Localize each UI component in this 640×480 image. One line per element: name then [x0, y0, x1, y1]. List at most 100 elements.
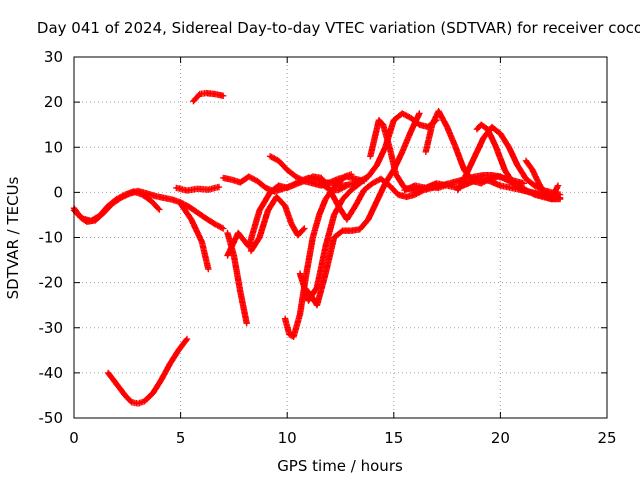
- data-point: [177, 349, 180, 352]
- data-point: [179, 202, 182, 205]
- data-point: [141, 193, 144, 196]
- data-point: [556, 184, 560, 187]
- data-point: [332, 213, 336, 217]
- data-point: [403, 188, 406, 192]
- series-pass-3: [104, 335, 191, 407]
- chart-title: Day 041 of 2024, Sidereal Day-to-day VTE…: [37, 19, 640, 37]
- data-point: [401, 150, 404, 153]
- data-point: [294, 175, 297, 178]
- plot-frame: [73, 56, 608, 419]
- data-point: [185, 337, 189, 341]
- data-point: [437, 186, 440, 190]
- data-point: [200, 240, 204, 244]
- data-point: [524, 159, 528, 162]
- data-point: [286, 168, 289, 172]
- data-point: [158, 208, 161, 211]
- data-point: [488, 179, 491, 183]
- data-point: [511, 182, 515, 185]
- data-point: [175, 186, 178, 190]
- data-point: [388, 146, 391, 149]
- data-point: [130, 401, 133, 404]
- series-pass-10: [247, 193, 308, 255]
- y-tick-label: 0: [53, 183, 63, 201]
- data-point: [445, 125, 449, 129]
- data-point: [294, 183, 297, 186]
- data-point: [303, 179, 306, 183]
- data-point: [315, 285, 319, 289]
- data-point: [475, 128, 479, 131]
- x-tick-label: 0: [69, 429, 79, 447]
- data-point: [230, 178, 233, 181]
- data-point: [507, 146, 511, 149]
- data-point: [239, 181, 242, 184]
- data-point: [311, 175, 314, 178]
- data-point: [286, 186, 289, 190]
- data-point: [543, 193, 547, 196]
- data-point: [445, 184, 449, 187]
- data-point: [396, 193, 400, 196]
- y-tick-label: -50: [39, 409, 64, 427]
- data-point: [337, 182, 340, 185]
- data-point: [298, 272, 302, 275]
- data-point: [328, 181, 332, 184]
- data-point: [499, 132, 502, 135]
- data-point: [162, 196, 165, 199]
- data-point: [388, 184, 391, 187]
- data-point: [185, 189, 189, 192]
- y-tick-label: -20: [39, 274, 64, 292]
- data-point: [123, 394, 127, 397]
- data-point: [307, 290, 310, 293]
- data-point: [499, 184, 502, 187]
- data-point: [275, 195, 278, 199]
- data-point: [358, 182, 361, 185]
- data-point: [198, 92, 201, 96]
- data-point: [324, 272, 327, 275]
- data-point: [317, 213, 321, 217]
- data-point: [258, 236, 261, 239]
- data-point: [373, 137, 376, 140]
- data-point: [473, 175, 477, 178]
- data-point: [371, 182, 374, 185]
- x-tick-label: 25: [597, 429, 616, 447]
- data-point: [247, 175, 251, 178]
- data-point: [537, 182, 540, 185]
- y-tick-label: 30: [44, 48, 63, 66]
- data-point: [480, 123, 483, 126]
- data-point: [337, 188, 340, 192]
- data-point: [375, 200, 378, 203]
- y-tick-label: -40: [39, 364, 64, 382]
- data-point: [456, 186, 459, 190]
- data-point: [394, 173, 398, 176]
- data-point: [256, 179, 259, 183]
- series-pass-13: [296, 110, 440, 304]
- data-point: [337, 204, 340, 208]
- data-point: [298, 313, 302, 316]
- data-point: [413, 184, 417, 187]
- data-point: [375, 164, 378, 167]
- data-point: [381, 123, 385, 126]
- data-point: [305, 272, 308, 275]
- data-point: [454, 146, 457, 149]
- data-point: [418, 112, 421, 115]
- data-point: [143, 400, 146, 403]
- data-point: [341, 229, 344, 232]
- data-point: [192, 100, 195, 103]
- data-point: [149, 199, 152, 202]
- data-point: [311, 182, 314, 185]
- x-tick-label: 20: [491, 429, 510, 447]
- data-point: [98, 214, 101, 218]
- y-axis-label: SDTVAR / TECUs: [4, 176, 22, 299]
- data-point: [153, 194, 157, 198]
- data-point: [190, 218, 193, 221]
- data-point: [222, 94, 225, 98]
- data-point: [311, 236, 314, 239]
- data-point: [550, 197, 553, 201]
- data-point: [345, 184, 349, 187]
- data-point: [196, 187, 199, 190]
- data-point: [217, 185, 221, 189]
- data-point: [296, 234, 300, 237]
- data-point: [226, 254, 229, 257]
- data-point: [482, 174, 485, 177]
